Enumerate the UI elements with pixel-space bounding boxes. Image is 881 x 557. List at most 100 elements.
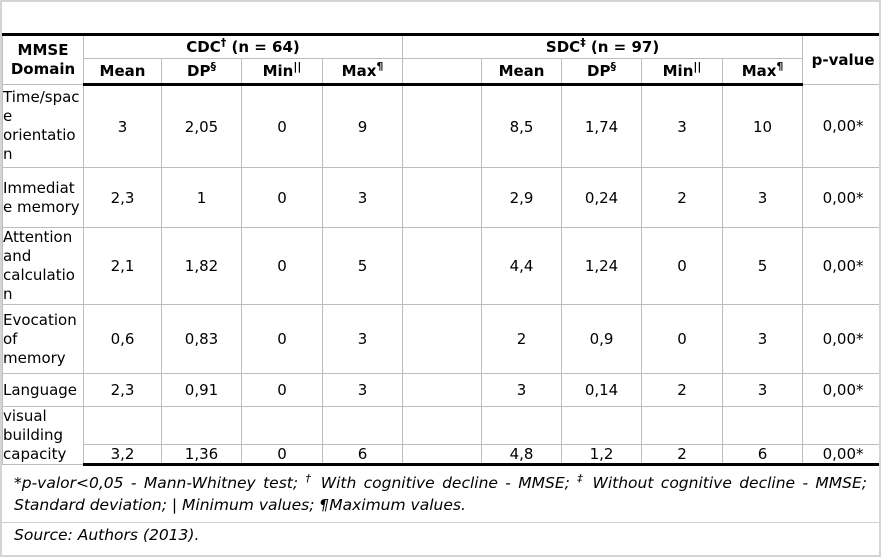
value-cell: 6 [321,443,404,467]
section-symbol: § [610,60,617,73]
value-cell: 0,83 [161,304,242,374]
value-cell: 3,2 [83,443,162,467]
value-cell: 3 [641,84,724,168]
col-header-cdc-min: Min|| [241,58,323,86]
group-header-sdc: SDC‡ (n = 97) [402,33,804,59]
value-cell: 1,2 [561,443,643,467]
value-cell: 0 [641,227,724,305]
value-cell: 0 [241,304,323,374]
empty-cell [561,406,643,445]
table-row: Attention and calculation 2,1 1,82 0 5 4… [2,227,879,305]
cdc-n-count: (n = 64) [226,38,300,56]
source-note: Source: Authors (2013). [2,522,879,544]
value-cell: 2 [641,443,724,467]
empty-cell [241,406,323,445]
value-cell: 4,4 [481,227,563,305]
value-cell: 1,36 [161,443,242,467]
empty-cell [321,406,404,445]
empty-cell [722,406,804,445]
dagger-symbol: † [220,36,227,49]
value-cell: 0,24 [561,167,643,228]
value-cell: 2 [481,304,563,374]
corner-line2: Domain [10,60,76,78]
value-cell: 2,3 [83,167,162,228]
value-cell: 2 [641,167,724,228]
table-row: Evocation of memory 0,6 0,83 0 3 2 0,9 0… [2,304,879,374]
table-row: visual building capacity [2,406,879,465]
col-header-pvalue: p-value [802,33,879,85]
col-header-sdc-max: Max¶ [722,58,804,86]
gap-cell [402,167,483,228]
value-cell: 4,8 [481,443,563,467]
value-cell: 2,9 [481,167,563,228]
section-symbol: § [210,60,216,73]
dagger-symbol: † [305,471,314,485]
value-cell: 10 [722,84,804,168]
col-header-sdc-dp: DP§ [561,58,643,86]
parallel-symbol: || [293,60,302,73]
pvalue-cell: 0,00* [802,443,879,467]
double-dagger-symbol: ‡ [577,471,586,485]
gap-cell [402,227,483,305]
spacer-header-cell [402,58,483,86]
domain-cell: visual building capacity [2,406,84,465]
value-cell: 0,14 [561,373,643,407]
corner-line1: MMSE [17,41,69,59]
gap-cell [402,304,483,374]
value-cell: 3 [722,373,804,407]
value-cell: 2,05 [161,84,242,168]
value-cell: 3 [321,304,404,374]
domain-cell: Evocation of memory [2,304,84,374]
table-row: Immediate memory 2,3 1 0 3 2,9 0,24 2 3 … [2,167,879,228]
footnote-line-1: *p-valor<0,05 - Mann-Whitney test; † Wit… [14,471,868,492]
col-header-sdc-mean: Mean [481,58,563,86]
value-cell: 0 [241,167,323,228]
domain-cell: Attention and calculation [2,227,84,305]
pilcrow-symbol: ¶ [776,60,784,73]
value-cell: 0 [241,227,323,305]
value-cell: 6 [722,443,804,467]
empty-cell [641,406,724,445]
cdc-label: CDC [186,38,221,56]
pvalue-cell: 0,00* [802,227,879,305]
col-header-mmse-domain: MMSE Domain [2,33,84,85]
value-cell: 8,5 [481,84,563,168]
value-cell: 0,6 [83,304,162,374]
table-row: Time/space orientation 3 2,05 0 9 8,5 1,… [2,84,879,168]
domain-cell: Immediate memory [2,167,84,228]
col-header-sdc-min: Min|| [641,58,724,86]
value-cell: 2 [641,373,724,407]
gap-cell [402,84,483,168]
pvalue-cell: 0,00* [802,373,879,407]
sdc-label: SDC [545,38,581,56]
pvalue-cell: 0,00* [802,304,879,374]
value-cell: 3 [722,304,804,374]
value-cell: 5 [321,227,404,305]
gap-cell [402,443,483,467]
domain-cell: Language [2,373,84,407]
domain-cell: Time/space orientation [2,84,84,168]
header-row-stats: Mean DP§ Min|| Max¶ Mean DP§ Min|| Max¶ [3,58,880,86]
value-cell: 0 [241,84,323,168]
table-row: Language 2,3 0,91 0 3 3 0,14 2 3 0,00* [2,373,879,407]
col-header-cdc-mean: Mean [83,58,162,86]
mmse-statistics-table: MMSE Domain CDC† (n = 64) SDC‡ (n = 97) p… [2,33,880,467]
value-cell: 0 [241,443,323,467]
footnotes: *p-valor<0,05 - Mann-Whitney test; † Wit… [2,466,879,519]
value-cell: 1 [161,167,242,228]
value-cell: 5 [722,227,804,305]
empty-cell [83,406,162,445]
value-cell: 3 [321,167,404,228]
double-dagger-symbol: ‡ [580,36,586,49]
col-header-cdc-max: Max¶ [321,58,404,86]
value-cell: 3 [722,167,804,228]
footnote-line-2: Standard deviation; | Minimum values; ¶M… [14,496,466,514]
gap-cell [402,373,483,407]
empty-cell [802,406,879,445]
table-row: 3,2 1,36 0 6 4,8 1,2 2 6 0,00* [3,443,879,467]
value-cell: 3 [481,373,563,407]
empty-cell [481,406,563,445]
value-cell: 2,1 [83,227,162,305]
value-cell: 3 [321,373,404,407]
pvalue-cell: 0,00* [802,84,879,168]
